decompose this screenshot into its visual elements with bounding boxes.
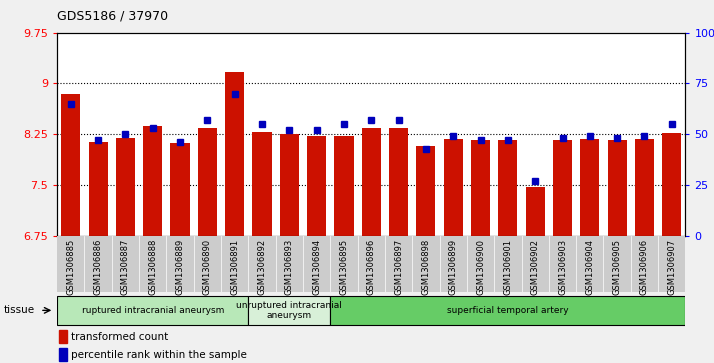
Bar bbox=[59, 330, 67, 343]
Bar bbox=[116, 138, 135, 236]
Text: superficial temporal artery: superficial temporal artery bbox=[447, 306, 568, 315]
Bar bbox=[59, 348, 67, 361]
Bar bbox=[331, 236, 358, 292]
Bar bbox=[112, 236, 139, 292]
Text: GSM1306888: GSM1306888 bbox=[149, 239, 157, 295]
Bar bbox=[193, 236, 221, 292]
Bar bbox=[662, 133, 681, 236]
Text: GSM1306904: GSM1306904 bbox=[585, 239, 594, 295]
Bar bbox=[412, 236, 440, 292]
Text: GDS5186 / 37970: GDS5186 / 37970 bbox=[57, 9, 169, 22]
Text: GSM1306907: GSM1306907 bbox=[668, 239, 676, 295]
Bar bbox=[521, 236, 549, 292]
Text: GSM1306894: GSM1306894 bbox=[312, 239, 321, 295]
FancyBboxPatch shape bbox=[331, 295, 685, 325]
Bar bbox=[389, 127, 408, 236]
FancyBboxPatch shape bbox=[57, 295, 248, 325]
Bar bbox=[416, 146, 436, 236]
Bar bbox=[89, 142, 108, 236]
Bar bbox=[471, 140, 490, 236]
Bar bbox=[603, 236, 630, 292]
Bar bbox=[553, 140, 572, 236]
Text: transformed count: transformed count bbox=[71, 332, 168, 342]
Text: GSM1306896: GSM1306896 bbox=[367, 239, 376, 295]
Bar bbox=[630, 236, 658, 292]
Bar bbox=[84, 236, 112, 292]
Text: GSM1306887: GSM1306887 bbox=[121, 239, 130, 295]
Bar bbox=[221, 236, 248, 292]
Text: GSM1306906: GSM1306906 bbox=[640, 239, 649, 295]
Bar bbox=[440, 236, 467, 292]
Text: GSM1306900: GSM1306900 bbox=[476, 239, 485, 295]
Bar bbox=[635, 139, 654, 236]
Bar bbox=[198, 127, 217, 236]
Bar bbox=[443, 139, 463, 236]
Bar bbox=[225, 72, 244, 236]
Text: GSM1306892: GSM1306892 bbox=[258, 239, 266, 295]
Text: GSM1306902: GSM1306902 bbox=[531, 239, 540, 295]
Bar bbox=[166, 236, 193, 292]
Text: GSM1306886: GSM1306886 bbox=[94, 239, 103, 295]
Bar bbox=[358, 236, 385, 292]
Bar bbox=[61, 94, 81, 236]
Text: percentile rank within the sample: percentile rank within the sample bbox=[71, 350, 247, 360]
Text: GSM1306897: GSM1306897 bbox=[394, 239, 403, 295]
Bar bbox=[526, 187, 545, 236]
Text: GSM1306893: GSM1306893 bbox=[285, 239, 294, 295]
Text: GSM1306895: GSM1306895 bbox=[339, 239, 348, 295]
Bar bbox=[608, 140, 627, 236]
Text: GSM1306901: GSM1306901 bbox=[503, 239, 513, 295]
Bar bbox=[171, 143, 190, 236]
Bar bbox=[362, 127, 381, 236]
Text: GSM1306890: GSM1306890 bbox=[203, 239, 212, 295]
Bar bbox=[494, 236, 521, 292]
Bar bbox=[248, 236, 276, 292]
Text: unruptured intracranial
aneurysm: unruptured intracranial aneurysm bbox=[236, 301, 342, 320]
Bar bbox=[580, 139, 599, 236]
Text: GSM1306899: GSM1306899 bbox=[448, 239, 458, 295]
Bar bbox=[549, 236, 576, 292]
Bar bbox=[303, 236, 331, 292]
Bar bbox=[576, 236, 603, 292]
FancyBboxPatch shape bbox=[248, 295, 331, 325]
Bar bbox=[253, 132, 271, 236]
Text: GSM1306891: GSM1306891 bbox=[230, 239, 239, 295]
Bar bbox=[139, 236, 166, 292]
Bar bbox=[307, 136, 326, 236]
Text: GSM1306885: GSM1306885 bbox=[66, 239, 75, 295]
Bar bbox=[276, 236, 303, 292]
Bar bbox=[385, 236, 412, 292]
Bar bbox=[467, 236, 494, 292]
Text: GSM1306889: GSM1306889 bbox=[176, 239, 184, 295]
Bar bbox=[57, 236, 84, 292]
Text: tissue: tissue bbox=[4, 305, 35, 315]
Text: GSM1306905: GSM1306905 bbox=[613, 239, 622, 295]
Bar bbox=[144, 126, 162, 236]
Bar bbox=[334, 136, 353, 236]
Text: GSM1306903: GSM1306903 bbox=[558, 239, 567, 295]
Bar bbox=[658, 236, 685, 292]
Bar bbox=[280, 134, 299, 236]
Text: GSM1306898: GSM1306898 bbox=[421, 239, 431, 295]
Text: ruptured intracranial aneurysm: ruptured intracranial aneurysm bbox=[81, 306, 224, 315]
Bar bbox=[498, 140, 518, 236]
